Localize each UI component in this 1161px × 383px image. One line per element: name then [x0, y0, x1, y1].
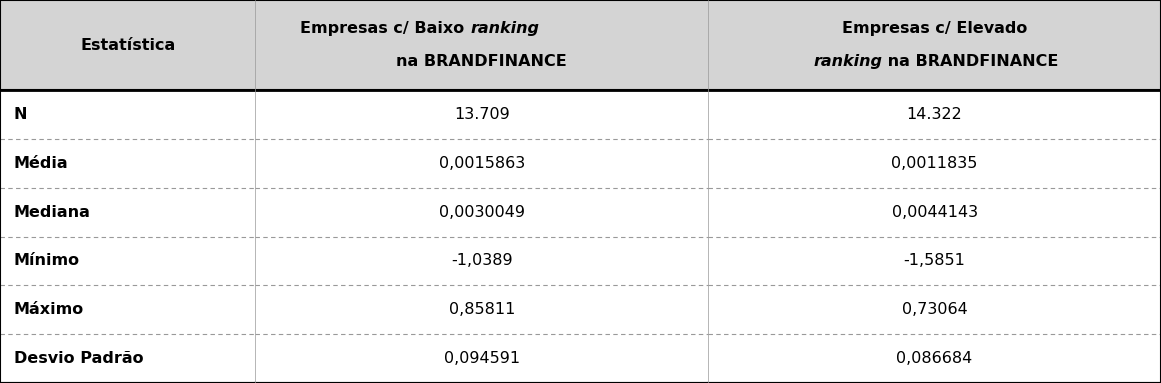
Text: ranking: ranking — [814, 54, 882, 69]
Bar — [708, 285, 1161, 334]
Text: -1,0389: -1,0389 — [450, 254, 513, 268]
Bar — [708, 188, 1161, 236]
Bar — [255, 90, 708, 139]
Bar — [0, 0, 255, 90]
Text: ranking: ranking — [470, 21, 539, 36]
Bar — [708, 0, 1161, 90]
Bar — [255, 0, 708, 90]
Bar — [708, 90, 1161, 139]
Bar — [0, 188, 255, 236]
Bar — [708, 334, 1161, 383]
Text: Empresas c/ Baixo: Empresas c/ Baixo — [301, 21, 470, 36]
Bar — [0, 236, 255, 285]
Text: Desvio Padrão: Desvio Padrão — [14, 351, 144, 366]
Bar — [255, 236, 708, 285]
Text: Média: Média — [14, 156, 68, 171]
Bar — [708, 236, 1161, 285]
Bar — [0, 285, 255, 334]
Text: 14.322: 14.322 — [907, 107, 962, 122]
Text: Estatística: Estatística — [80, 38, 175, 52]
Bar — [0, 139, 255, 188]
Text: 0,0015863: 0,0015863 — [439, 156, 525, 171]
Text: -1,5851: -1,5851 — [903, 254, 966, 268]
Bar — [255, 285, 708, 334]
Bar — [0, 334, 255, 383]
Text: 0,0011835: 0,0011835 — [892, 156, 978, 171]
Text: Mínimo: Mínimo — [14, 254, 80, 268]
Text: 0,0030049: 0,0030049 — [439, 205, 525, 219]
Text: 0,086684: 0,086684 — [896, 351, 973, 366]
Text: N: N — [14, 107, 28, 122]
Bar — [255, 188, 708, 236]
Text: Mediana: Mediana — [14, 205, 91, 219]
Text: na BRANDFINANCE: na BRANDFINANCE — [396, 54, 568, 69]
Text: na BRANDFINANCE: na BRANDFINANCE — [882, 54, 1059, 69]
Text: 0,0044143: 0,0044143 — [892, 205, 978, 219]
Bar — [708, 139, 1161, 188]
Bar — [0, 90, 255, 139]
Text: Máximo: Máximo — [14, 302, 85, 317]
Text: 0,85811: 0,85811 — [448, 302, 515, 317]
Text: 0,73064: 0,73064 — [902, 302, 967, 317]
Bar — [255, 334, 708, 383]
Text: 0,094591: 0,094591 — [444, 351, 520, 366]
Text: Empresas c/ Elevado: Empresas c/ Elevado — [842, 21, 1027, 36]
Bar — [255, 139, 708, 188]
Text: 13.709: 13.709 — [454, 107, 510, 122]
